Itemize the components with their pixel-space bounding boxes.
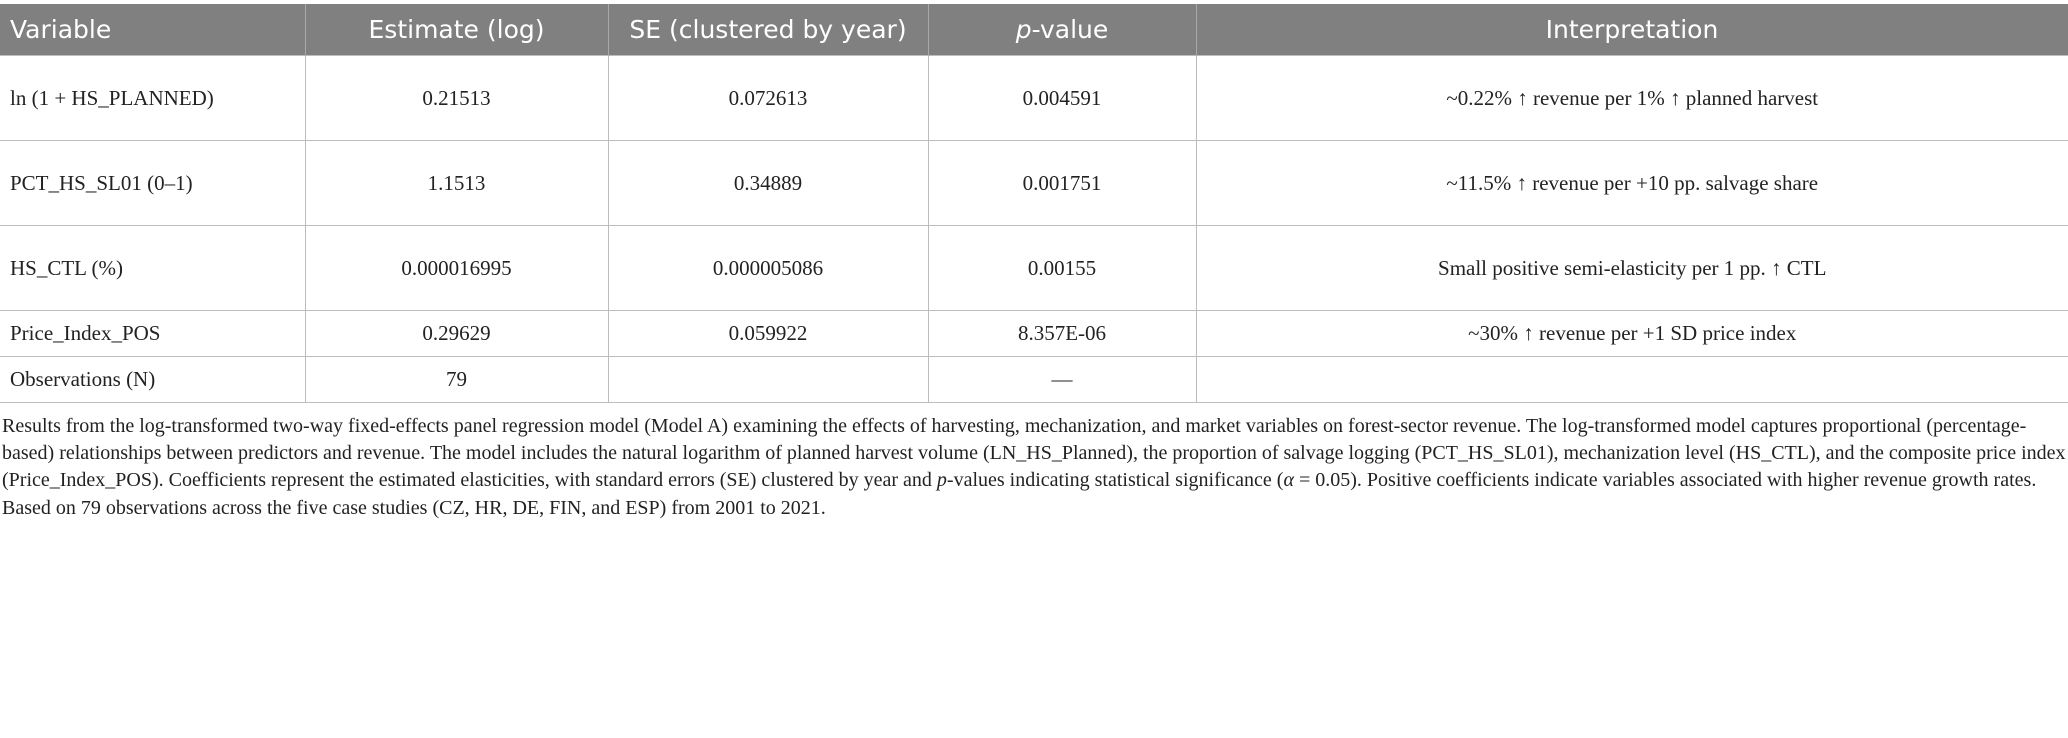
caption-alpha: α (1283, 469, 1294, 492)
caption-text-3: = 0.05). Positive coefficients indicate … (2, 469, 2037, 519)
cell-p-value: 8.357E-06 (927, 310, 1197, 357)
cell-se: 0.059922 (607, 310, 929, 357)
cell-variable: Price_Index_POS (0, 310, 306, 357)
cell-estimate: 79 (304, 356, 609, 403)
cell-estimate: 0.29629 (304, 310, 609, 357)
cell-se: 0.34889 (607, 140, 929, 226)
cell-se: 0.000005086 (607, 225, 929, 311)
cell-interpretation: ~0.22% ↑ revenue per 1% ↑ planned harves… (1195, 55, 2068, 141)
table-caption: Results from the log-transformed two-way… (0, 413, 2068, 522)
cell-p-value: 0.004591 (927, 55, 1197, 141)
table-row: Price_Index_POS 0.29629 0.059922 8.357E-06 ~… (0, 310, 2068, 357)
caption-text-1: Results from the log-transformed two-way… (2, 415, 2066, 492)
cell-p-value: — (927, 356, 1197, 403)
cell-interpretation: Small positive semi-elasticity per 1 pp.… (1195, 225, 2068, 311)
header-row: Variable Estimate (log) SE (clustered by… (0, 4, 2068, 56)
cell-estimate: 1.1513 (304, 140, 609, 226)
cell-interpretation: ~30% ↑ revenue per +1 SD price index (1195, 310, 2068, 357)
cell-variable: PCT_HS_SL01 (0–1) (0, 140, 306, 226)
header-variable: Variable (0, 4, 306, 56)
caption-text-2: -values indicating statistical significa… (946, 469, 1284, 492)
results-table: Variable Estimate (log) SE (clustered by… (0, 4, 2068, 403)
cell-estimate: 0.21513 (304, 55, 609, 141)
cell-se (607, 356, 929, 403)
cell-p-value: 0.001751 (927, 140, 1197, 226)
cell-variable: ln (1 + HS_PLANNED) (0, 55, 306, 141)
cell-interpretation (1195, 356, 2068, 403)
table-row: Observations (N) 79 — (0, 356, 2068, 403)
table-row: PCT_HS_SL01 (0–1) 1.1513 0.34889 0.001751 ~1… (0, 140, 2068, 226)
header-p-suffix: -value (1031, 15, 1109, 44)
header-estimate: Estimate (log) (305, 4, 609, 56)
header-p-italic: p (1015, 15, 1032, 44)
cell-variable: Observations (N) (0, 356, 306, 403)
header-se: SE (clustered by year) (608, 4, 929, 56)
table-row: HS_CTL (%) 0.000016995 0.000005086 0.00155 S… (0, 225, 2068, 311)
cell-p-value: 0.00155 (927, 225, 1197, 311)
cell-variable: HS_CTL (%) (0, 225, 306, 311)
header-p-value: p-value (928, 4, 1197, 56)
table-row: ln (1 + HS_PLANNED) 0.21513 0.072613 0.0045… (0, 55, 2068, 141)
cell-interpretation: ~11.5% ↑ revenue per +10 pp. salvage sha… (1195, 140, 2068, 226)
cell-estimate: 0.000016995 (304, 225, 609, 311)
caption-p-italic: p (936, 469, 947, 492)
header-interpretation: Interpretation (1196, 4, 2068, 56)
cell-se: 0.072613 (607, 55, 929, 141)
